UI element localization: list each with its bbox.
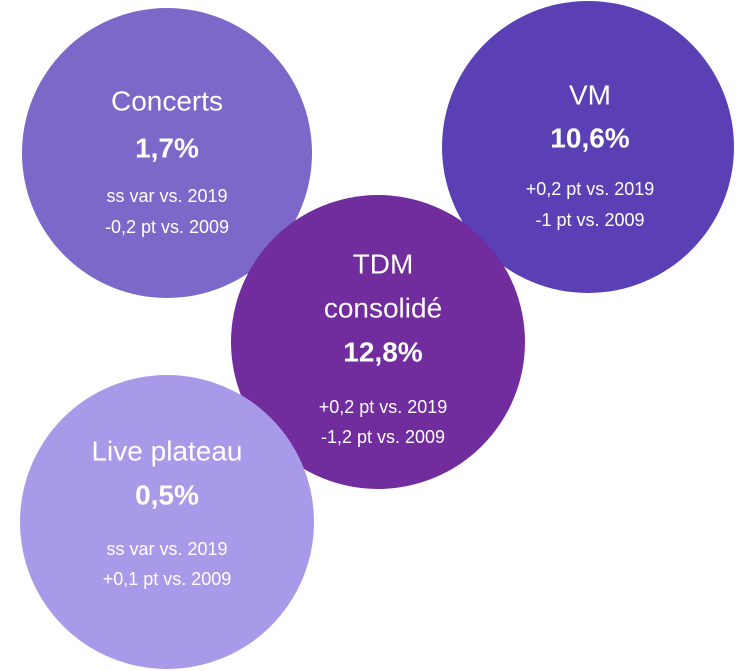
node-value: 1,7% xyxy=(135,132,199,163)
node-note: -1,2 pt vs. 2009 xyxy=(321,427,445,447)
node-note: +0,2 pt vs. 2019 xyxy=(526,179,655,199)
node-concerts: Concerts 1,7% ss var vs. 2019 -0,2 pt vs… xyxy=(22,8,312,298)
node-title: Live plateau xyxy=(91,435,242,466)
node-note: +0,1 pt vs. 2009 xyxy=(103,569,232,589)
node-live-plateau: Live plateau 0,5% ss var vs. 2019 +0,1 p… xyxy=(20,375,314,669)
node-value: 12,8% xyxy=(343,336,422,367)
circle xyxy=(20,375,314,669)
node-title: TDM xyxy=(353,248,414,279)
node-note: ss var vs. 2019 xyxy=(106,186,227,206)
node-title: consolidé xyxy=(324,292,442,323)
node-value: 10,6% xyxy=(550,122,629,153)
circle xyxy=(442,1,734,293)
circle xyxy=(231,195,525,489)
node-tdm: TDM consolidé 12,8% +0,2 pt vs. 2019 -1,… xyxy=(231,195,525,489)
node-note: -1 pt vs. 2009 xyxy=(535,210,644,230)
node-value: 0,5% xyxy=(135,479,199,510)
node-note: -0,2 pt vs. 2009 xyxy=(105,217,229,237)
node-title: VM xyxy=(569,79,611,110)
node-title: Concerts xyxy=(111,85,223,116)
circle xyxy=(22,8,312,298)
node-note: +0,2 pt vs. 2019 xyxy=(319,397,448,417)
node-vm: VM 10,6% +0,2 pt vs. 2019 -1 pt vs. 2009 xyxy=(442,1,734,293)
node-note: ss var vs. 2019 xyxy=(106,539,227,559)
